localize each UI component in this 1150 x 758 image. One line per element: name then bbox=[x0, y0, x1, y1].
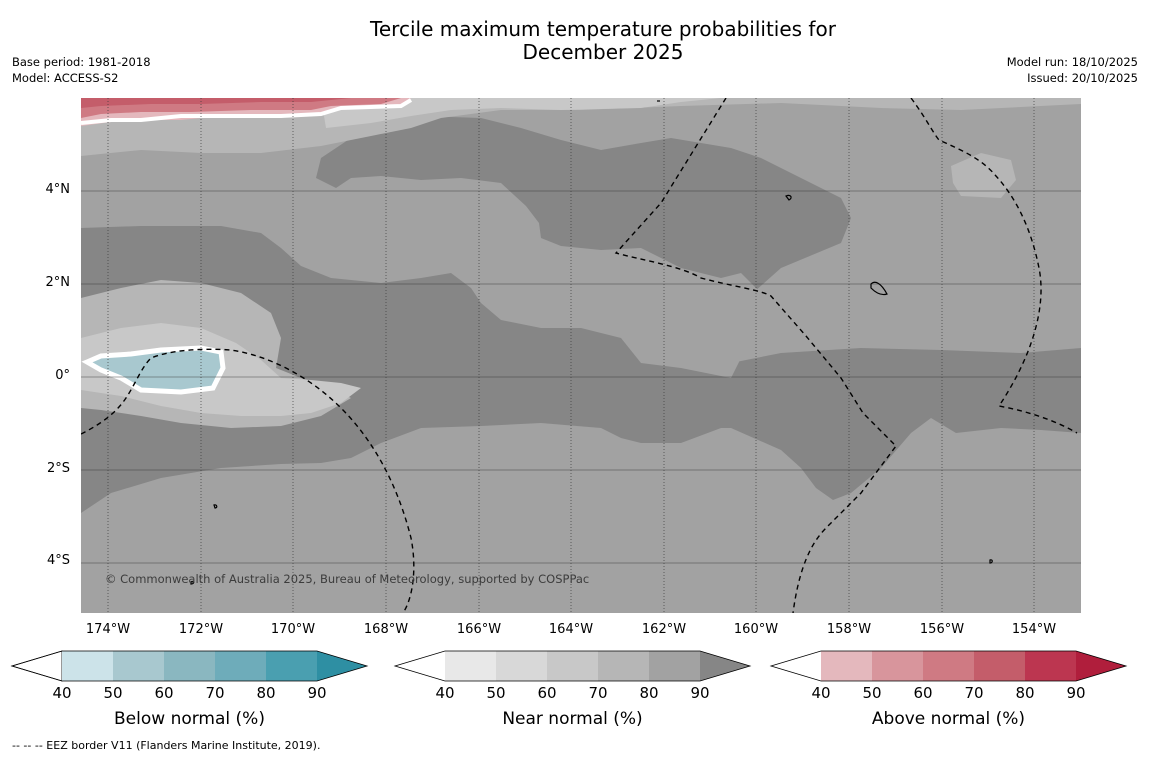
legend-near-tick: 80 bbox=[639, 684, 659, 702]
lon-label-160w: 160°W bbox=[733, 622, 779, 637]
legend-below-tick: 90 bbox=[307, 684, 327, 702]
legend-near-tick: 50 bbox=[486, 684, 506, 702]
lat-label-0: 0° bbox=[55, 368, 70, 383]
above-normal-outline bbox=[81, 98, 413, 125]
island-1 bbox=[785, 194, 792, 201]
eez-footnote: -- -- -- EEZ border V11 (Flanders Marine… bbox=[12, 739, 321, 752]
above-normal-70-region bbox=[81, 98, 351, 108]
probability-map bbox=[81, 98, 1081, 613]
legend-below-swatch-1 bbox=[62, 651, 113, 681]
lon-label-166w: 166°W bbox=[456, 622, 502, 637]
legend-above-tick: 40 bbox=[811, 684, 831, 702]
below-normal-region bbox=[81, 345, 226, 395]
island-2 bbox=[870, 281, 888, 296]
legend-near-tick: 70 bbox=[588, 684, 608, 702]
meta-left: Base period: 1981-2018 Model: ACCESS-S2 bbox=[12, 54, 151, 86]
legend-above-tick: 60 bbox=[913, 684, 933, 702]
lat-label-4s: 4°S bbox=[46, 553, 70, 568]
near-normal-60-north-band bbox=[321, 98, 721, 128]
eez-border-central bbox=[614, 98, 897, 613]
legend-near-normal bbox=[393, 650, 752, 682]
legend-above-swatch-4 bbox=[974, 651, 1025, 681]
legend-below-swatch-4 bbox=[215, 651, 266, 681]
legend-near-title: Near normal (%) bbox=[502, 709, 643, 729]
legend-above-title: Above normal (%) bbox=[871, 709, 1026, 729]
lon-label-174w: 174°W bbox=[85, 622, 131, 637]
legend-above-tick: 80 bbox=[1015, 684, 1035, 702]
legend-below-tick: 60 bbox=[154, 684, 174, 702]
islands bbox=[190, 100, 993, 585]
legend-below-tick: 50 bbox=[103, 684, 123, 702]
map-title-line1: Tercile maximum temperature probabilitie… bbox=[370, 17, 836, 41]
legend-below-normal bbox=[10, 650, 369, 682]
legend-near-swatch-1 bbox=[445, 651, 496, 681]
base-period: Base period: 1981-2018 bbox=[12, 55, 151, 69]
gridlines bbox=[81, 98, 1081, 613]
meta-right: Model run: 18/10/2025 Issued: 20/10/2025 bbox=[1007, 54, 1138, 86]
legend-near-swatch-4 bbox=[598, 651, 649, 681]
legend-below-lower-arrow bbox=[10, 650, 63, 682]
lon-label-164w: 164°W bbox=[548, 622, 594, 637]
eez-border-west bbox=[81, 348, 415, 613]
legend-above-upper-arrow bbox=[1076, 651, 1126, 681]
legend-near-upper-arrow bbox=[700, 651, 750, 681]
legend-above-tick: 70 bbox=[964, 684, 984, 702]
legend-near-swatch-5 bbox=[649, 651, 700, 681]
legend-below-tick: 80 bbox=[256, 684, 276, 702]
legend-below-upper-arrow bbox=[317, 651, 367, 681]
map-area[interactable]: © Commonwealth of Australia 2025, Bureau… bbox=[81, 98, 1081, 613]
island-3 bbox=[213, 504, 218, 509]
eez-borders bbox=[81, 98, 1078, 613]
legend-near-lower-arrow bbox=[395, 651, 445, 681]
near-normal-80-region bbox=[81, 98, 1081, 613]
copyright-notice: © Commonwealth of Australia 2025, Bureau… bbox=[105, 572, 590, 586]
legend-below-swatch-2 bbox=[113, 651, 164, 681]
lon-label-170w: 170°W bbox=[270, 622, 316, 637]
legend-above-tick: 50 bbox=[862, 684, 882, 702]
legend-above-swatch-2 bbox=[872, 651, 923, 681]
near-normal-70-patch-ne bbox=[951, 153, 1016, 198]
legend-below-tick: 70 bbox=[205, 684, 225, 702]
lat-label-2n: 2°N bbox=[45, 275, 71, 290]
issued-date: Issued: 20/10/2025 bbox=[1027, 71, 1138, 85]
legend-above-swatch-1 bbox=[821, 651, 872, 681]
map-title: Tercile maximum temperature probabilitie… bbox=[300, 18, 906, 64]
lon-label-168w: 168°W bbox=[363, 622, 409, 637]
legend-above-tick: 90 bbox=[1066, 684, 1086, 702]
lon-label-162w: 162°W bbox=[641, 622, 687, 637]
legend-near-tick: 40 bbox=[435, 684, 455, 702]
legend-below-tick: 40 bbox=[52, 684, 72, 702]
legend-below-swatch-5 bbox=[266, 651, 317, 681]
model-run: Model run: 18/10/2025 bbox=[1006, 55, 1138, 69]
lat-label-2s: 2°S bbox=[46, 461, 70, 476]
map-title-line2: December 2025 bbox=[522, 40, 684, 64]
legend-near-tick: 90 bbox=[690, 684, 710, 702]
lon-label-154w: 154°W bbox=[1011, 622, 1057, 637]
island-5 bbox=[989, 559, 993, 564]
legend-colorbars bbox=[10, 650, 1128, 682]
legend-near-swatch-3 bbox=[547, 651, 598, 681]
legend-above-swatch-3 bbox=[923, 651, 974, 681]
lon-label-156w: 156°W bbox=[919, 622, 965, 637]
model-name: Model: ACCESS-S2 bbox=[12, 71, 119, 85]
legend-above-lower-arrow bbox=[771, 651, 821, 681]
legend-near-tick: 60 bbox=[537, 684, 557, 702]
island-4 bbox=[190, 580, 195, 585]
lon-label-158w: 158°W bbox=[826, 622, 872, 637]
legend-below-title: Below normal (%) bbox=[114, 709, 265, 729]
lat-label-4n: 4°N bbox=[45, 182, 71, 197]
legend-above-normal bbox=[769, 650, 1128, 682]
legend-below-swatch-3 bbox=[164, 651, 215, 681]
near-normal-80-patch-se bbox=[771, 518, 836, 556]
legend-near-swatch-2 bbox=[496, 651, 547, 681]
legend-above-swatch-5 bbox=[1025, 651, 1076, 681]
lon-label-172w: 172°W bbox=[178, 622, 224, 637]
